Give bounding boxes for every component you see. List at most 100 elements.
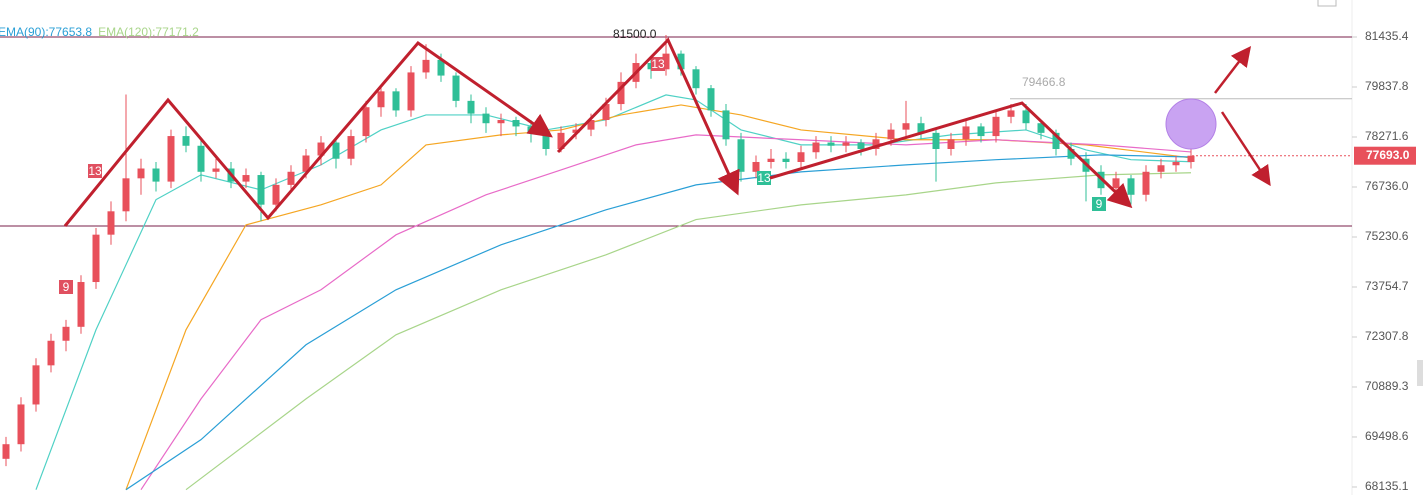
- wave: [769, 101, 1133, 209]
- candle-body: [467, 100, 475, 114]
- candle-body: [707, 88, 715, 111]
- td-marker: [1092, 197, 1106, 211]
- candle-body: [1067, 148, 1075, 159]
- candle-body: [587, 120, 595, 130]
- arrow-down: [1220, 111, 1271, 187]
- candle-body: [692, 69, 700, 89]
- candle-body: [662, 53, 670, 70]
- candle-body: [1142, 171, 1150, 195]
- td-label: 13: [88, 164, 102, 178]
- candle-body: [557, 132, 565, 149]
- candle-body: [497, 120, 505, 124]
- td-marker: [88, 164, 102, 178]
- candle-body: [977, 126, 985, 137]
- candle-body: [32, 365, 40, 405]
- td-label: 9: [63, 280, 70, 294]
- candle-body: [1007, 110, 1015, 117]
- candle-body: [917, 123, 925, 133]
- candle-body: [182, 136, 190, 146]
- candle-body: [767, 158, 775, 162]
- last-price-label: 77693.0: [1366, 148, 1410, 162]
- td-label: 13: [651, 57, 665, 71]
- candle-body: [992, 116, 1000, 137]
- candle-body: [2, 444, 10, 459]
- candle-body: [1187, 155, 1195, 162]
- legend-entry: EMA(120):77171.2: [98, 25, 199, 39]
- arrow-up: [1214, 46, 1252, 94]
- candle-body: [242, 175, 250, 182]
- y-tick-label: 69498.6: [1365, 429, 1409, 443]
- candle-body: [362, 107, 370, 137]
- candle-body: [107, 211, 115, 235]
- candle-body: [797, 152, 805, 162]
- high-label: 81500.0: [613, 27, 657, 41]
- candle-body: [1112, 178, 1120, 189]
- last-price-box: [1354, 146, 1416, 165]
- td-marker: [757, 171, 771, 185]
- candle-body: [872, 139, 880, 149]
- candle-body: [137, 168, 145, 179]
- candle-body: [1127, 178, 1135, 195]
- candle-body: [122, 178, 130, 212]
- y-tick-label: 78271.6: [1365, 129, 1409, 143]
- candle-body: [347, 136, 355, 159]
- candle-body: [257, 175, 265, 205]
- plot: 81435.4 79837.8 78271.6 76736.0 75230.6 73754…: [0, 25, 1416, 493]
- candle-body: [842, 142, 850, 146]
- candle-body: [152, 168, 160, 182]
- candle-body: [1037, 123, 1045, 133]
- ema-line: [185, 172, 1192, 491]
- candle-body: [17, 404, 25, 445]
- candle-body: [617, 81, 625, 105]
- candle-body: [392, 91, 400, 111]
- candle-body: [482, 113, 490, 124]
- td-label: 9: [1096, 197, 1103, 211]
- scroll-handle[interactable]: [1417, 360, 1423, 386]
- candle-body: [722, 110, 730, 140]
- candle-body: [92, 234, 100, 283]
- candle-body: [887, 129, 895, 140]
- candle-body: [1172, 161, 1180, 166]
- toolbar-icon[interactable]: [1317, 0, 1337, 7]
- y-tick-label: 68135.1: [1365, 479, 1409, 493]
- candle-body: [377, 91, 385, 108]
- candle-body: [602, 104, 610, 121]
- candle-body: [902, 123, 910, 130]
- candle-body: [1052, 132, 1060, 149]
- candle-body: [47, 340, 55, 366]
- candle-body: [77, 282, 85, 327]
- candle-body: [212, 168, 220, 172]
- y-tick-label: 75230.6: [1365, 229, 1409, 243]
- wave: [556, 37, 740, 196]
- y-tick-label: 81435.4: [1365, 29, 1409, 43]
- candle-body: [512, 120, 520, 127]
- candle-body: [407, 72, 415, 111]
- marked-level-label: 79466.8: [1022, 75, 1066, 89]
- ema-line: [140, 134, 1192, 491]
- ema-line: [35, 94, 1192, 490]
- candle-body: [827, 142, 835, 146]
- y-tick-label: 70889.3: [1365, 379, 1409, 393]
- candle-body: [287, 171, 295, 185]
- wave: [63, 40, 553, 227]
- candle-body: [167, 136, 175, 182]
- y-tick-label: 73754.7: [1365, 279, 1409, 293]
- candle-body: [317, 142, 325, 156]
- candle-body: [677, 53, 685, 70]
- candle-body: [572, 129, 580, 133]
- y-tick-label: 79837.8: [1365, 79, 1409, 93]
- candle-body: [422, 59, 430, 73]
- candle-body: [1157, 165, 1165, 172]
- candle-body: [302, 155, 310, 172]
- candle-body: [197, 145, 205, 172]
- candle-body: [782, 158, 790, 162]
- candle-body: [1022, 110, 1030, 124]
- ema-line: [125, 154, 1192, 491]
- candle-body: [752, 161, 760, 172]
- candle-body: [452, 75, 460, 101]
- td-marker: [59, 280, 73, 294]
- candle-body: [932, 132, 940, 149]
- candle-body: [812, 142, 820, 153]
